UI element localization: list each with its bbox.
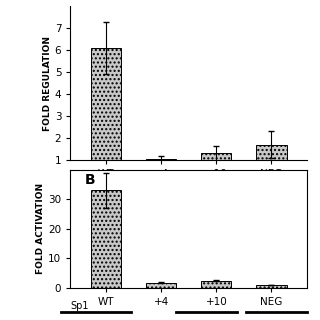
Bar [256, 145, 286, 182]
Text: B: B [84, 173, 95, 187]
Bar [146, 159, 176, 182]
Y-axis label: FOLD ACTIVATION: FOLD ACTIVATION [36, 183, 45, 274]
Bar [201, 281, 231, 288]
Bar [91, 48, 121, 182]
Bar [146, 283, 176, 288]
Text: Sp1: Sp1 [70, 300, 89, 311]
Y-axis label: FOLD REGULATION: FOLD REGULATION [43, 36, 52, 131]
Bar [201, 153, 231, 182]
Bar [91, 190, 121, 288]
Bar [256, 285, 286, 288]
